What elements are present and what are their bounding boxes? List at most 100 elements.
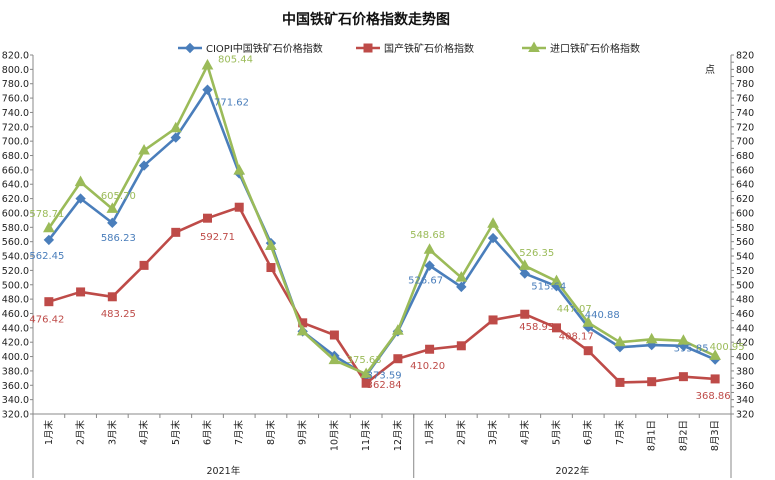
series-2-data-label: 410.20 [410,361,445,372]
legend-label: CIOPI中国铁矿石价格指数 [206,42,323,55]
series-3-point [487,217,499,228]
x-tick-label: 8月末 [265,420,277,446]
series-3-line [47,64,716,376]
y-tick-left-label: 780.0 [2,79,29,90]
x-tick-label: 2月末 [455,420,467,446]
y-tick-left-label: 440.0 [2,323,29,334]
series-2-point [76,287,86,297]
series-3-point [43,221,55,233]
series-3-data-label: 526.35 [519,248,554,259]
y-tick-left-label: 460.0 [2,309,29,320]
series-3-point [360,367,372,379]
x-tick-label: 8月2日 [678,420,689,451]
x-tick-label: 7月末 [233,420,245,446]
series-2-point [583,346,593,356]
series-3-point [582,316,595,327]
y-unit-label: 点 [705,64,715,76]
series-3-point [614,335,626,347]
legend-label: 国产铁矿石价格指数 [384,42,474,55]
y-tick-right-label: 440 [736,323,754,334]
x-tick-label: 8月1日 [647,420,658,451]
series-2-point [171,227,181,237]
series-layer [43,58,721,388]
series-2-point [520,309,530,319]
y-tick-right-label: 720 [736,122,754,133]
series-2-point [615,377,625,387]
series-3-point [74,175,87,187]
legend-marker [184,42,196,54]
series-2-point [552,323,561,333]
series-1-point [75,193,86,204]
series-3-point [709,349,721,360]
y-tick-left-label: 380.0 [2,366,29,377]
x-tick-label: 7月末 [614,420,626,446]
y-tick-left-label: 720.0 [2,122,29,133]
x-tick-label: 6月末 [202,420,214,446]
y-tick-left-label: 400.0 [2,352,29,363]
series-2-data-label: 458.95 [519,322,554,333]
series-2-data-label: 592.71 [200,232,235,243]
series-2-line [48,205,716,385]
series-3-point [423,243,436,254]
x-ticks: 1月末 2月末 3月末 4月末 5月末 6月末 7月末 8月末 9月末 10月末 11月末 12月末 1… [32,414,732,451]
y-tick-left-label: 760.0 [2,94,29,105]
series-2-point [266,263,276,273]
legend-marker [363,43,373,53]
y-ticks-right: 320 340 360 380 400 420 440 460 480 500 520 540 560 5… [731,51,754,421]
x-tick-label: 5月末 [170,420,182,446]
series-1-point [519,268,530,279]
y-tick-right-label: 360 [736,381,754,392]
series-2-point [647,377,657,387]
x-tick-label: 4月末 [519,420,531,446]
legend-item-1: CIOPI中国铁矿石价格指数 [178,42,323,55]
y-tick-right-label: 680 [736,151,754,162]
series-1-data-label: 562.45 [29,251,64,262]
y-tick-left-label: 600.0 [2,208,29,219]
series-2-point [678,372,688,382]
legend-item-3: 进口铁矿石价格指数 [522,41,640,55]
y-tick-left-label: 540.0 [2,252,29,263]
series-1-point [202,84,213,95]
series-3 [43,58,721,379]
y-tick-right-label: 420 [736,338,754,349]
y-tick-right-label: 640 [736,180,754,191]
y-tick-right-label: 620 [736,194,754,205]
y-tick-right-label: 480 [736,295,754,306]
y-ticks-left: 320.0 340.0 360.0 380.0 400.0 420.0 440.0 460.0… [2,51,33,421]
x-tick-label: 5月末 [551,420,563,446]
legend-marker [528,41,540,52]
series-1-point [170,132,181,143]
y-tick-right-label: 660 [736,165,754,176]
y-tick-right-label: 380 [736,366,754,377]
y-tick-left-label: 500.0 [2,280,29,291]
series-1-point [456,281,467,293]
series-2-data-label: 368.86 [696,391,731,402]
series-3-point [550,274,563,286]
series-1-data-label: 771.62 [214,98,249,109]
series-3-point [138,143,150,155]
series-1-point [107,217,118,229]
y-tick-left-label: 320.0 [2,410,29,421]
series-2-data-label: 408.17 [559,332,594,343]
series-2 [44,202,720,388]
series-1-data-label: 395.85 [674,344,709,355]
series-3-point [392,324,404,335]
y-tick-left-label: 800.0 [2,65,29,76]
series-1-data-label: 373.59 [367,371,402,382]
y-tick-right-label: 760 [736,94,754,105]
y-tick-left-label: 740.0 [2,108,29,119]
y-tick-left-label: 420.0 [2,338,29,349]
series-2-point [393,354,403,364]
legend-label: 进口铁矿石价格指数 [550,42,640,55]
x-tick-label: 8月3日 [710,420,721,451]
x-tick-label: 3月末 [106,420,118,446]
y-tick-left-label: 480.0 [2,295,29,306]
series-3-data-label: 805.44 [218,54,253,65]
y-tick-right-label: 820 [736,51,754,62]
series-3-point [645,332,658,344]
series-1-data-label: 515.64 [531,282,566,293]
x-tick-label: 9月末 [297,420,309,446]
y-tick-right-label: 800 [736,65,754,76]
series-2-point [329,330,339,340]
y-tick-right-label: 580 [736,223,754,234]
